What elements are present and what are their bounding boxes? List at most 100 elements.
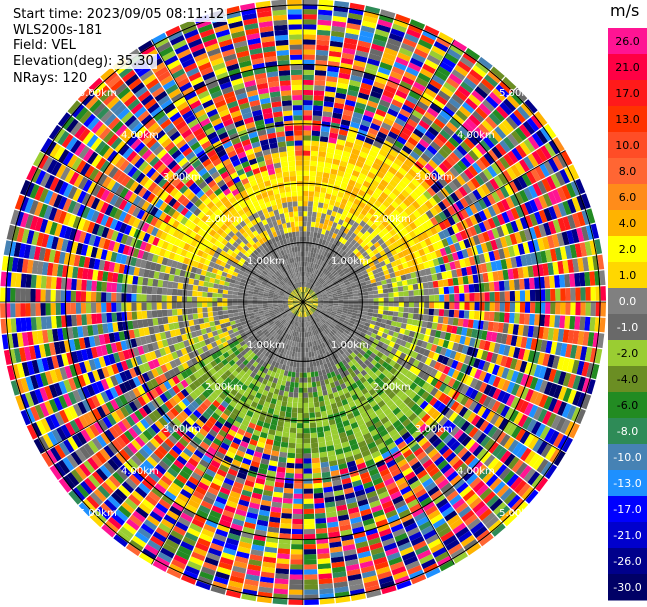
velocity-cell xyxy=(330,312,336,317)
velocity-cell xyxy=(331,289,337,293)
velocity-cell xyxy=(346,288,353,293)
velocity-cell xyxy=(520,102,534,117)
velocity-cell xyxy=(253,325,260,330)
velocity-cell xyxy=(590,223,600,239)
velocity-cell xyxy=(437,316,444,324)
velocity-cell xyxy=(335,285,341,290)
velocity-cell xyxy=(460,141,472,153)
velocity-cell xyxy=(319,279,325,285)
velocity-cell xyxy=(316,34,330,41)
velocity-cell xyxy=(366,188,374,196)
velocity-cell xyxy=(128,367,137,378)
velocity-cell xyxy=(569,423,580,439)
velocity-cell xyxy=(555,342,563,356)
velocity-cell xyxy=(287,345,292,351)
velocity-cell xyxy=(562,372,572,387)
velocity-cell xyxy=(315,360,320,367)
velocity-cell xyxy=(488,281,495,292)
velocity-cell xyxy=(411,416,421,426)
velocity-cell xyxy=(463,310,470,319)
velocity-cell xyxy=(339,467,349,475)
velocity-cell xyxy=(124,369,133,381)
velocity-cell xyxy=(315,512,326,519)
velocity-cell xyxy=(392,331,400,338)
velocity-cell xyxy=(325,404,332,411)
velocity-cell xyxy=(344,553,358,562)
velocity-cell xyxy=(106,413,117,426)
velocity-cell xyxy=(387,267,395,274)
velocity-cell xyxy=(424,357,433,366)
velocity-cell xyxy=(321,239,327,246)
velocity-cell xyxy=(50,447,62,462)
velocity-cell xyxy=(308,289,312,294)
velocity-cell xyxy=(155,396,165,406)
velocity-cell xyxy=(404,341,412,349)
velocity-cell xyxy=(416,206,426,216)
velocity-cell xyxy=(426,54,441,66)
velocity-cell xyxy=(462,52,478,65)
velocity-cell xyxy=(494,126,507,140)
velocity-cell xyxy=(546,175,557,190)
velocity-cell xyxy=(451,224,460,234)
velocity-cell xyxy=(438,382,448,393)
velocity-cell xyxy=(343,145,353,153)
velocity-cell xyxy=(371,316,378,322)
velocity-cell xyxy=(309,290,314,295)
velocity-cell xyxy=(403,555,418,566)
velocity-cell xyxy=(374,234,382,242)
velocity-cell xyxy=(285,316,290,321)
velocity-cell xyxy=(515,428,526,442)
velocity-cell xyxy=(44,400,54,415)
velocity-cell xyxy=(509,358,518,370)
velocity-cell xyxy=(315,528,328,534)
velocity-cell xyxy=(191,551,206,562)
velocity-cell xyxy=(455,109,468,122)
velocity-cell xyxy=(492,388,502,400)
velocity-cell xyxy=(325,288,331,292)
velocity-cell xyxy=(256,369,263,377)
velocity-cell xyxy=(352,335,359,341)
velocity-cell xyxy=(353,368,361,376)
velocity-cell xyxy=(323,304,329,306)
velocity-cell xyxy=(413,250,421,259)
velocity-cell xyxy=(338,361,345,368)
velocity-cell xyxy=(258,415,266,423)
velocity-cell xyxy=(247,443,257,451)
velocity-cell xyxy=(279,318,285,323)
velocity-cell xyxy=(512,268,519,279)
velocity-cell xyxy=(427,538,442,549)
velocity-cell xyxy=(479,155,491,168)
velocity-cell xyxy=(335,596,351,604)
velocity-cell xyxy=(585,224,595,240)
velocity-cell xyxy=(361,251,369,258)
velocity-cell xyxy=(398,427,408,437)
velocity-cell xyxy=(278,456,287,463)
velocity-cell xyxy=(309,267,312,273)
velocity-cell xyxy=(303,382,308,388)
velocity-cell xyxy=(307,316,310,322)
velocity-cell xyxy=(328,350,334,356)
velocity-cell xyxy=(175,521,189,532)
velocity-cell xyxy=(414,488,427,499)
velocity-cell xyxy=(348,179,356,187)
velocity-cell xyxy=(311,257,315,263)
velocity-cell xyxy=(254,334,260,341)
velocity-cell xyxy=(338,248,345,255)
velocity-cell xyxy=(378,302,384,306)
velocity-cell xyxy=(358,189,366,197)
velocity-cell xyxy=(311,216,317,223)
velocity-cell xyxy=(301,337,303,343)
velocity-cell xyxy=(58,459,71,475)
velocity-cell xyxy=(308,283,312,289)
velocity-cell xyxy=(341,477,352,485)
velocity-cell xyxy=(331,30,345,38)
velocity-cell xyxy=(453,285,460,294)
velocity-cell xyxy=(503,491,517,505)
velocity-cell xyxy=(306,231,311,237)
velocity-cell xyxy=(471,162,483,174)
velocity-cell xyxy=(456,268,463,277)
velocity-cell xyxy=(87,474,101,488)
velocity-cell xyxy=(283,391,289,397)
velocity-cell xyxy=(547,191,558,205)
velocity-cell xyxy=(265,332,271,338)
